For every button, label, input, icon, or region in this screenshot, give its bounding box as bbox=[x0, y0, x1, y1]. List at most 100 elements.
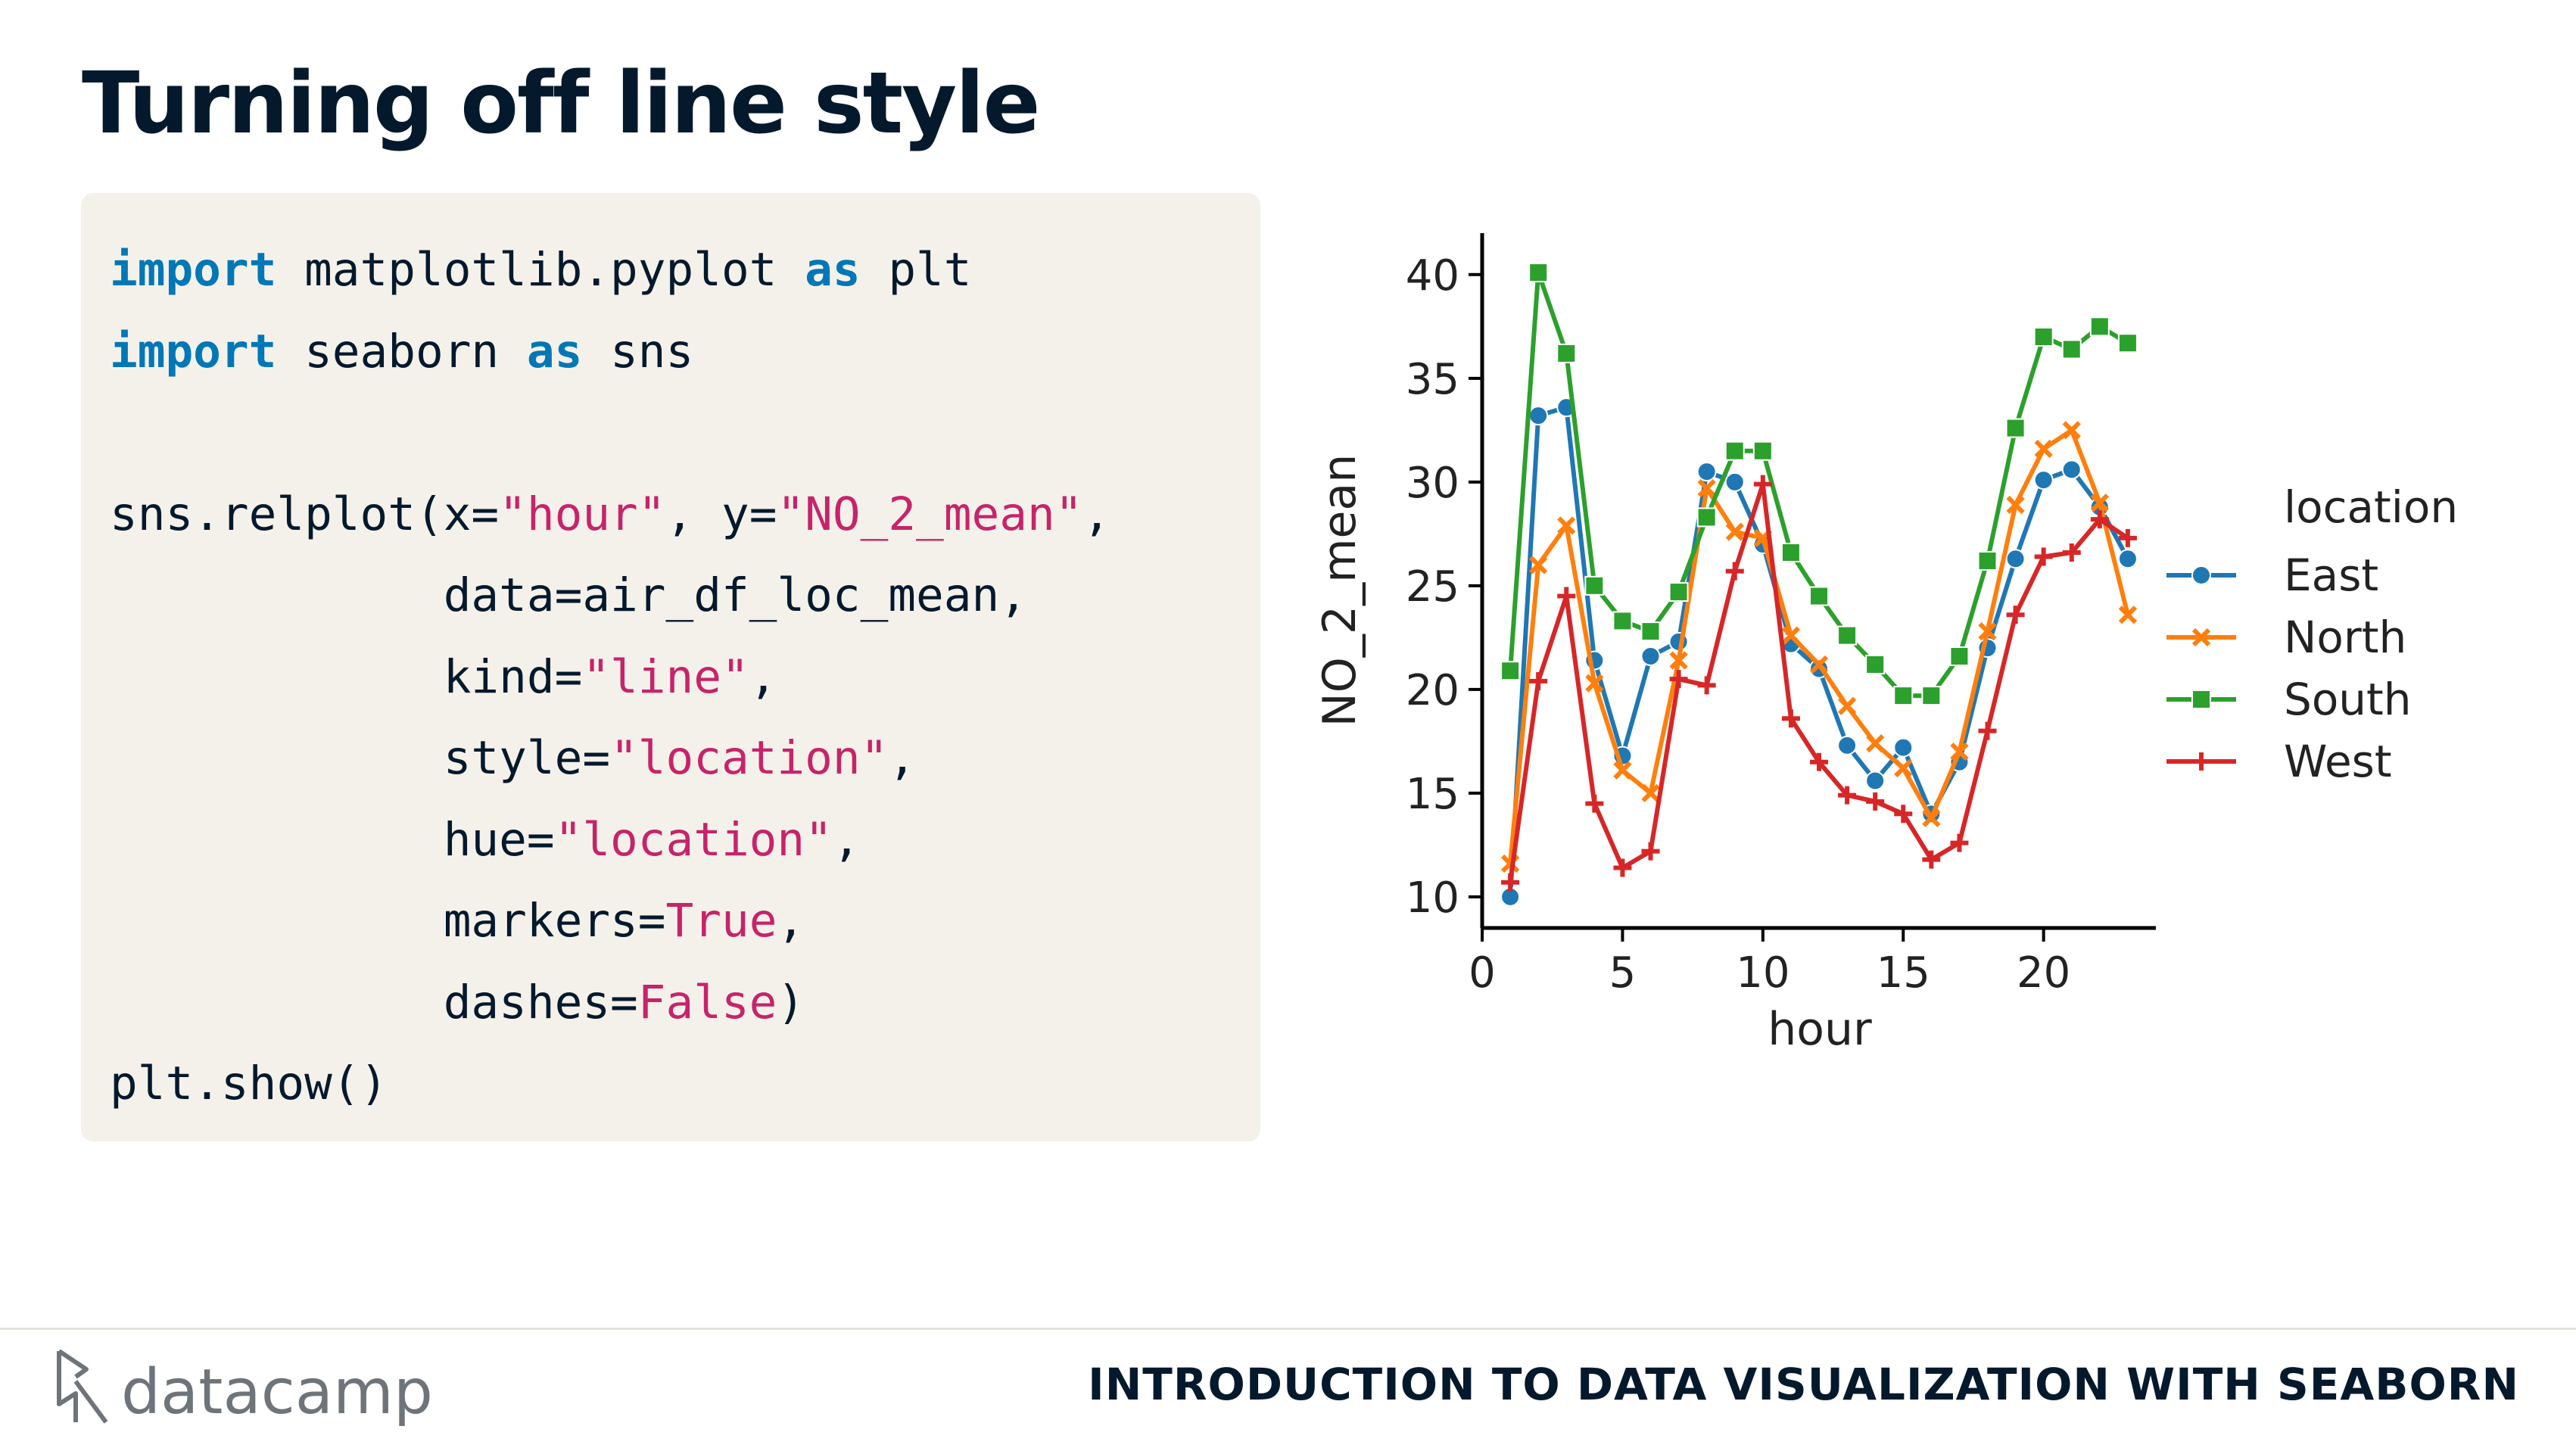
legend-marker-east bbox=[2191, 565, 2211, 585]
data-point-east bbox=[1640, 646, 1661, 667]
code-line-5: data=air_df_loc_mean, bbox=[110, 555, 1260, 637]
data-point-east bbox=[2061, 459, 2082, 480]
data-point-north bbox=[1922, 808, 1941, 827]
data-point-south bbox=[1837, 625, 1858, 646]
chart-axes bbox=[1480, 233, 2156, 930]
code-text: , bbox=[832, 812, 861, 867]
y-tick-label: 15 bbox=[1406, 770, 1459, 819]
series-west bbox=[1501, 475, 2137, 892]
data-point-west bbox=[2006, 606, 2025, 624]
datacamp-logo: datacamp bbox=[53, 1344, 447, 1434]
data-point-south bbox=[1500, 661, 1521, 681]
data-point-east bbox=[1837, 735, 1858, 755]
code-line-9: markers=True, bbox=[110, 880, 1260, 962]
legend-label: North bbox=[2284, 612, 2406, 663]
data-point-south bbox=[1528, 263, 1549, 283]
data-point-east bbox=[1893, 737, 1914, 758]
code-text: , y= bbox=[665, 487, 777, 541]
data-point-north bbox=[1529, 556, 1548, 574]
data-point-north bbox=[2034, 439, 2053, 459]
code-text: seaborn bbox=[276, 324, 527, 378]
data-point-west bbox=[2118, 528, 2137, 547]
code-text: , bbox=[888, 731, 917, 785]
data-point-east bbox=[2117, 549, 2138, 569]
data-point-east bbox=[1724, 472, 1745, 492]
data-point-south bbox=[1752, 441, 1773, 461]
data-point-south bbox=[1696, 507, 1717, 528]
data-point-north bbox=[1557, 516, 1576, 535]
data-point-west bbox=[1922, 850, 1941, 869]
data-point-north bbox=[2090, 494, 2109, 512]
code-text: sns bbox=[582, 324, 694, 378]
code-line-2: import seaborn as sns bbox=[110, 311, 1260, 393]
data-point-west bbox=[1669, 670, 1688, 689]
data-point-south bbox=[1780, 543, 1801, 563]
legend-marker-south bbox=[2191, 690, 2211, 709]
data-point-west bbox=[1781, 709, 1800, 728]
data-point-south bbox=[1809, 586, 1829, 606]
legend-marker-north bbox=[2191, 627, 2211, 647]
legend-label: South bbox=[2284, 674, 2412, 725]
code-text: hue= bbox=[110, 812, 555, 867]
y-tick-label: 25 bbox=[1406, 562, 1459, 612]
data-point-north bbox=[1866, 733, 1885, 753]
data-point-south bbox=[1612, 611, 1633, 631]
footer-divider bbox=[0, 1328, 2576, 1330]
data-point-south bbox=[2033, 327, 2054, 347]
code-text: ) bbox=[777, 975, 805, 1029]
code-line-7: style="location", bbox=[110, 718, 1260, 799]
code-line-10: dashes=False) bbox=[110, 962, 1260, 1044]
code-keyword: as bbox=[805, 243, 861, 297]
data-point-south bbox=[2089, 316, 2110, 337]
data-point-west bbox=[1529, 671, 1548, 690]
code-block: import matplotlib.pyplot as plt import s… bbox=[81, 193, 1260, 1141]
x-tick-label: 10 bbox=[1736, 948, 1789, 998]
data-point-west bbox=[1725, 562, 1744, 581]
code-text: , bbox=[1082, 487, 1111, 541]
chart-ticks: 0 5 10 15 20 10 15 20 25 30 35 40 bbox=[1406, 251, 2071, 998]
legend-item-north: North bbox=[2166, 612, 2406, 663]
data-point-west bbox=[1585, 794, 1604, 813]
code-keyword: import bbox=[110, 324, 277, 378]
series-north bbox=[1500, 421, 2138, 873]
data-point-north bbox=[1725, 522, 1744, 541]
datacamp-logo-icon: datacamp bbox=[57, 1349, 433, 1428]
y-tick-label: 20 bbox=[1406, 666, 1459, 715]
code-text: data=air_df_loc_mean, bbox=[110, 568, 1027, 622]
data-point-north bbox=[1950, 742, 1969, 761]
data-point-west bbox=[1697, 676, 1716, 695]
x-tick-label: 5 bbox=[1609, 948, 1637, 998]
data-point-east bbox=[1528, 406, 1549, 426]
data-point-west bbox=[2034, 547, 2053, 566]
x-tick-label: 0 bbox=[1469, 948, 1496, 998]
legend-item-east: East bbox=[2166, 550, 2378, 601]
data-point-north bbox=[1781, 626, 1801, 645]
data-point-west bbox=[1753, 475, 1772, 494]
data-point-north bbox=[1641, 783, 1660, 803]
data-point-east bbox=[2033, 470, 2054, 490]
data-point-north bbox=[1613, 761, 1632, 780]
code-text: plt bbox=[860, 243, 972, 297]
data-point-west bbox=[1501, 873, 1520, 892]
data-point-north bbox=[1809, 655, 1829, 674]
code-line-blank bbox=[110, 392, 1260, 474]
code-text: matplotlib.pyplot bbox=[276, 243, 805, 297]
code-text: kind= bbox=[110, 649, 583, 704]
data-point-east bbox=[1865, 771, 1886, 791]
data-point-west bbox=[1557, 587, 1576, 606]
y-tick-label: 30 bbox=[1406, 459, 1459, 508]
data-point-south bbox=[2061, 339, 2082, 360]
data-point-south bbox=[2117, 333, 2138, 353]
data-point-north bbox=[2006, 495, 2025, 515]
legend-label: East bbox=[2284, 550, 2378, 601]
line-chart: 0 5 10 15 20 10 15 20 25 30 35 40 hour NO_2_mean lo… bbox=[1313, 233, 2458, 1056]
data-point-south bbox=[1640, 621, 1661, 642]
data-point-south bbox=[1949, 646, 1970, 667]
data-point-east bbox=[2005, 549, 2026, 569]
data-point-north bbox=[1697, 478, 1716, 498]
data-point-west bbox=[1613, 858, 1632, 877]
data-point-west bbox=[1866, 792, 1885, 811]
legend-item-west: West bbox=[2166, 736, 2392, 787]
code-text: plt.show() bbox=[110, 1057, 388, 1110]
code-line-11: plt.show() bbox=[110, 1043, 1260, 1125]
